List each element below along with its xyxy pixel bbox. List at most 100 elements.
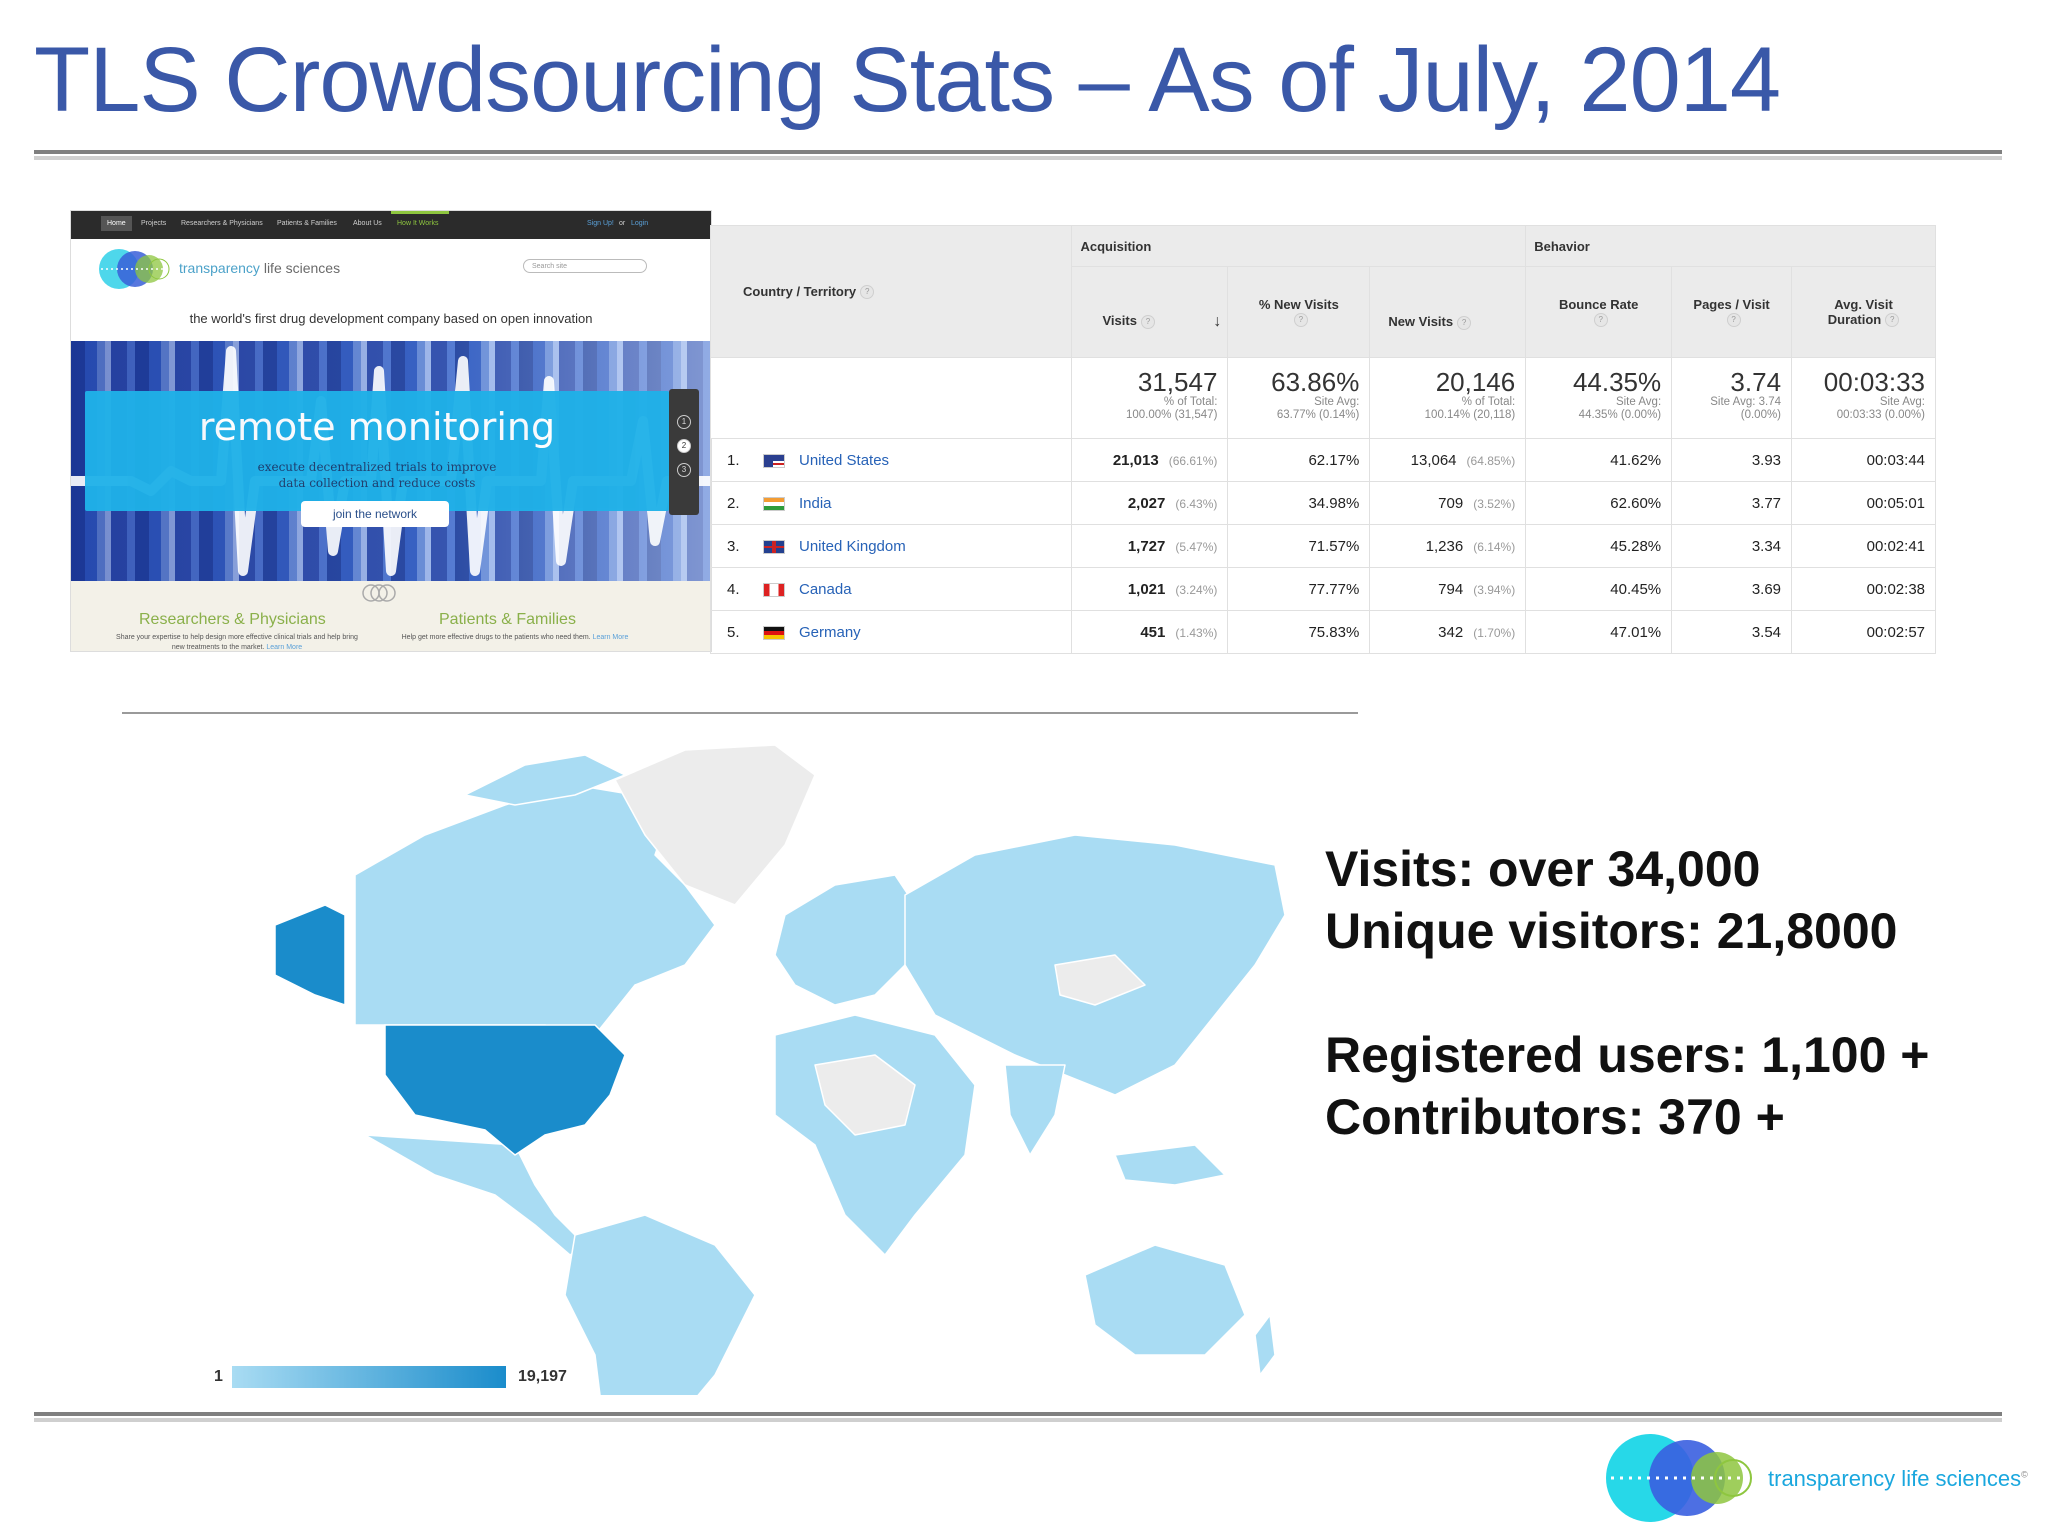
total-pages-per-visit: 3.74 Site Avg: 3.74 (0.00%) [1671,357,1793,439]
help-icon[interactable]: ? [1726,313,1741,328]
slide-2-button[interactable]: 2 [677,439,691,453]
stat-unique-visitors: Unique visitors: 21,8000 [1325,903,1898,959]
total-bounce-rate: 44.35% Site Avg: 44.35% (0.00%) [1525,357,1673,439]
hero-banner: remote monitoring execute decentralized … [71,341,711,581]
canada-flag-icon [763,582,785,597]
country-link[interactable]: Canada [799,580,852,598]
slide-title: TLS Crowdsourcing Stats – As of July, 20… [34,29,1781,131]
group-behavior: Behavior [1525,225,1936,267]
table-row[interactable]: 4. Canada 1,021 (3.24%) 77.77% 794 (3.94%) … [709,567,1936,611]
nav-about[interactable]: About Us [353,220,382,227]
slider-nav: 1 2 3 [669,389,699,515]
world-map-chart[interactable] [215,735,1293,1395]
site-logo-icon[interactable] [97,245,181,293]
nav-projects[interactable]: Projects [141,220,167,227]
map-region-australia[interactable] [1084,1244,1246,1356]
total-avg-duration: 00:03:33 Site Avg: 00:03:33 (0.00%) [1791,357,1936,439]
login-link[interactable]: Login [631,220,649,227]
map-region-africa[interactable] [774,1014,976,1256]
map-region-india[interactable] [1004,1064,1066,1156]
map-region-new-zealand[interactable] [1254,1314,1276,1376]
nav-patients[interactable]: Patients & Families [277,220,337,227]
totals-row: 31,547% of Total: 100.00% (31,547) 63.86%… [709,357,1936,439]
total-visits: 31,547% of Total: 100.00% (31,547) [1071,357,1229,439]
hero-title: remote monitoring [198,405,556,449]
stat-registered-users: Registered users: 1,100 + [1325,1027,1930,1083]
header-pages-per-visit[interactable]: Pages / Visit? [1671,266,1793,358]
country-link[interactable]: India [799,494,832,512]
hero-subtitle: execute decentralized trials to improve … [257,460,497,490]
map-region-south-america[interactable] [564,1214,756,1395]
nav-home[interactable]: Home [101,216,132,231]
stat-contributors: Contributors: 370 + [1325,1089,1785,1145]
help-icon[interactable]: ? [1293,313,1308,328]
help-icon[interactable]: ? [1140,314,1155,329]
title-divider [34,150,2002,154]
header-country[interactable]: Country / Territory? [709,225,1073,358]
header-bounce-rate[interactable]: Bounce Rate? [1525,266,1673,358]
nav-researchers[interactable]: Researchers & Physicians [181,220,263,227]
header-visits[interactable]: Visits? ↓ [1071,266,1229,358]
stat-visits: Visits: over 34,000 [1325,841,1761,897]
patients-heading[interactable]: Patients & Families [439,611,576,628]
tls-logo-icon [1606,1434,1752,1522]
table-row[interactable]: 5. Germany 451 (1.43%) 75.83% 342 (1.70%) 4… [709,610,1936,654]
map-legend-max: 19,197 [518,1368,567,1385]
nav-active-indicator [391,211,449,214]
help-icon[interactable]: ? [1457,315,1472,330]
nav-how-it-works[interactable]: How It Works [397,220,439,227]
map-legend-gradient [232,1366,506,1388]
slide-1-button[interactable]: 1 [677,415,691,429]
header-new-visits-pct[interactable]: % New Visits? [1227,266,1371,358]
table-row[interactable]: 3. United Kingdom 1,727 (5.47%) 71.57% 1,2… [709,524,1936,568]
uk-flag-icon [763,539,785,554]
footer-divider [34,1412,2002,1416]
help-icon[interactable]: ? [860,285,875,300]
map-region-europe[interactable] [774,874,916,1006]
map-region-mexico[interactable] [364,1134,586,1256]
signup-link[interactable]: Sign Up! [587,220,614,227]
india-flag-icon [763,496,785,511]
map-region-united-states[interactable] [384,1024,626,1156]
total-new-visits: 20,146% of Total: 100.14% (20,118) [1369,357,1527,439]
slide-3-button[interactable]: 3 [677,463,691,477]
hero-panel: remote monitoring execute decentralized … [85,391,669,511]
join-network-button[interactable]: join the network [301,501,449,527]
section-divider [122,712,1358,714]
site-search-input[interactable]: Search site [523,259,647,273]
map-region-greenland[interactable] [614,744,816,906]
help-icon[interactable]: ? [1593,313,1608,328]
map-region-se-asia[interactable] [1114,1144,1226,1186]
patients-learn-more[interactable]: Learn More [592,634,629,641]
site-logo-text: transparency life sciences [179,260,341,276]
tls-logo-text: transparency life sciences© [1768,1466,2028,1491]
small-logo-icon [362,584,396,602]
website-screenshot: Home Projects Researchers & Physicians P… [70,210,712,652]
help-icon[interactable]: ? [1885,313,1900,328]
researchers-text: Share your expertise to help design more… [116,634,358,651]
analytics-table: Country / Territory? Acquisition Behavio… [709,225,1936,654]
country-link[interactable]: United Kingdom [799,537,906,555]
country-link[interactable]: Germany [799,623,861,641]
sort-arrow-down-icon[interactable]: ↓ [1213,313,1222,330]
header-new-visits[interactable]: New Visits? [1369,266,1527,358]
us-flag-icon [763,453,785,468]
map-legend-min: 1 [214,1368,223,1385]
site-nav-bar: Home Projects Researchers & Physicians P… [71,211,711,239]
table-row[interactable]: 1. United States 21,013 (66.61%) 62.17% 13… [709,438,1936,482]
header-avg-duration[interactable]: Avg. Visit Duration? [1791,266,1936,358]
group-acquisition: Acquisition [1071,225,1527,267]
researchers-learn-more[interactable]: Learn More [266,644,303,651]
or-text: or [619,220,626,227]
map-region-asia-no-data [1054,954,1146,1006]
researchers-heading[interactable]: Researchers & Physicians [139,611,326,628]
patients-text: Help get more effective drugs to the pat… [401,634,629,641]
map-region-alaska[interactable] [274,904,346,1007]
map-region-africa-no-data [814,1054,916,1136]
total-new-visits-pct: 63.86% Site Avg: 63.77% (0.14%) [1227,357,1371,439]
site-tagline: the world's first drug development compa… [189,311,593,326]
table-row[interactable]: 2. India 2,027 (6.43%) 34.98% 709 (3.52%) 6… [709,481,1936,525]
germany-flag-icon [763,625,785,640]
site-footer-columns: Researchers & Physicians Share your expe… [71,581,711,651]
country-link[interactable]: United States [799,451,890,469]
